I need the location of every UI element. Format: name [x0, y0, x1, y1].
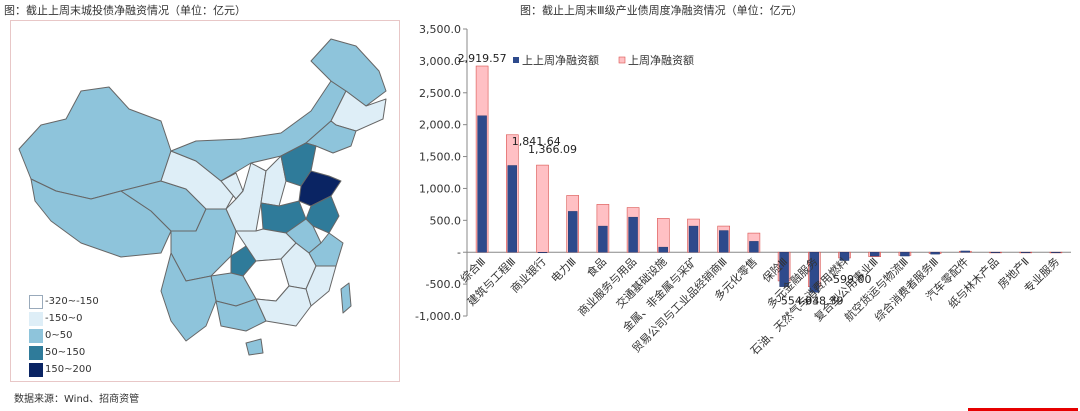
y-tick-label: 2,000.0	[419, 119, 461, 132]
y-tick-label: 1,500.0	[419, 151, 461, 164]
bar-prev-week	[658, 246, 669, 253]
bar-prev-week	[719, 230, 729, 253]
legend-label: 0~50	[45, 330, 73, 341]
region-taiwan	[340, 282, 352, 314]
legend-swatch	[29, 362, 43, 377]
bar-prev-week	[567, 211, 578, 253]
legend-item: 50~150	[29, 344, 99, 361]
map-title: 图：截止上周末城投债净融资情况（单位：亿元）	[4, 4, 246, 17]
y-tick-label: 3,500.0	[419, 23, 461, 36]
data-label: -554.94	[777, 295, 819, 308]
bar-prev-week	[930, 252, 940, 255]
bar-prev-week	[537, 252, 548, 254]
region-yunnan	[160, 252, 217, 342]
legend-label: 50~150	[45, 347, 86, 358]
bar-prev-week	[749, 241, 759, 253]
china-map-panel: -320~-150 -150~0 0~50 50~150 150~200	[10, 20, 400, 382]
y-tick-label: -1,000.0	[415, 310, 461, 323]
legend-swatch	[29, 294, 43, 309]
legend-label: -150~0	[45, 313, 83, 324]
bar-prev-week	[1021, 252, 1031, 254]
bar-prev-week	[507, 165, 518, 253]
legend-label-prev-week: 上上周净融资额	[522, 53, 599, 67]
bar-prev-week	[990, 252, 1001, 254]
data-source: 数据来源：Wind、招商资管	[14, 394, 140, 405]
china-map	[18, 38, 387, 356]
bar-prev-week	[960, 250, 970, 253]
map-legend: -320~-150 -150~0 0~50 50~150 150~200	[29, 293, 99, 378]
bar-prev-week	[870, 252, 880, 257]
data-label: 2,919.57	[458, 52, 507, 65]
legend-item: 150~200	[29, 361, 99, 378]
legend-swatch	[29, 345, 43, 360]
y-tick-label: 1,000.0	[419, 182, 461, 195]
data-label: 1,841.64	[512, 135, 561, 148]
data-label: -638.39	[801, 295, 843, 308]
region-shandong	[298, 170, 342, 207]
bar-prev-week	[598, 225, 608, 253]
footer-accent-line	[968, 408, 1078, 411]
legend-item: -320~-150	[29, 293, 99, 310]
legend-label: -320~-150	[45, 296, 99, 307]
region-guangdong	[255, 285, 312, 327]
x-category-label: 电力Ⅲ	[549, 255, 579, 285]
region-hainan	[245, 338, 264, 356]
chart-title: 图：截止上周末Ⅲ级产业债周度净融资情况（单位：亿元）	[520, 4, 803, 17]
y-tick-label: -500.0	[426, 278, 461, 291]
bar-prev-week	[839, 252, 850, 261]
bar-prev-week	[1051, 252, 1061, 254]
data-label: 1,366.09	[528, 143, 577, 156]
bar-chart: -1,000.0-500.0-500.01,000.01,500.02,000.…	[415, 23, 1071, 358]
region-shanxi	[260, 155, 287, 207]
legend-label: 150~200	[45, 364, 92, 375]
legend-label-last-week: 上周净融资额	[628, 53, 694, 67]
y-tick-label: 500.0	[430, 214, 462, 227]
bar-prev-week	[900, 252, 910, 257]
y-tick-label: -	[457, 246, 461, 259]
legend-item: 0~50	[29, 327, 99, 344]
bar-prev-week	[688, 225, 699, 253]
bar-prev-week	[628, 216, 638, 253]
x-category-label: 食品	[584, 254, 609, 279]
legend-item: -150~0	[29, 310, 99, 327]
y-tick-label: 3,000.0	[419, 55, 461, 68]
legend-swatch-prev-week	[513, 57, 519, 63]
bar-last-week	[536, 164, 549, 253]
legend-swatch-last-week	[618, 56, 626, 64]
region-heilongjiang	[310, 38, 387, 107]
data-label: -599.00	[829, 273, 871, 286]
region-xinjiang	[18, 86, 172, 200]
legend-swatch	[29, 328, 43, 343]
bar-prev-week	[809, 252, 819, 293]
bar-prev-week	[779, 252, 789, 287]
bar-prev-week	[477, 115, 487, 253]
region-tibet	[30, 178, 172, 258]
legend-swatch	[29, 311, 43, 326]
y-tick-label: 2,500.0	[419, 87, 461, 100]
